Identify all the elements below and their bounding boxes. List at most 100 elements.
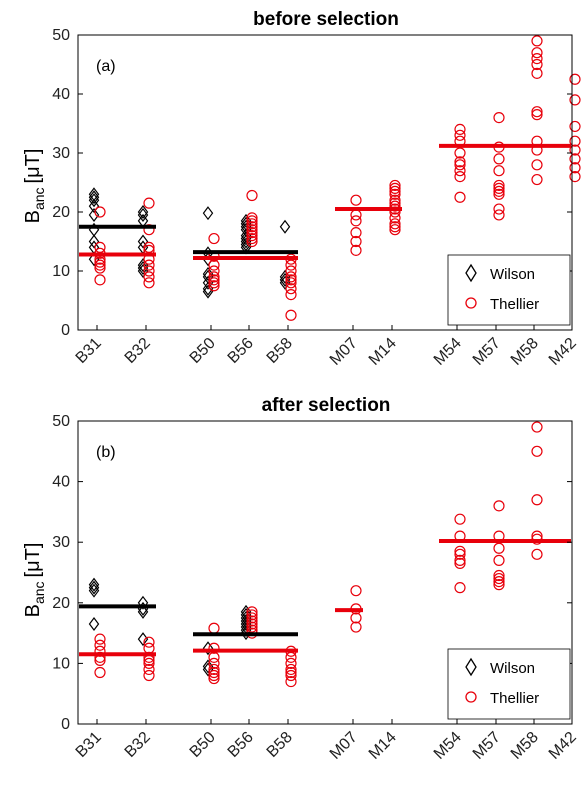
thellier-point	[246, 221, 258, 233]
thellier-point	[454, 545, 466, 557]
thellier-point	[208, 232, 220, 245]
y-tick-label: 50	[52, 27, 70, 44]
thellier-point	[493, 575, 505, 588]
thellier-point	[389, 182, 401, 194]
thellier-point	[454, 513, 466, 525]
thellier-point	[493, 569, 505, 582]
y-tick-label: 20	[52, 204, 70, 221]
thellier-point	[246, 612, 258, 624]
y-tick-label: 10	[52, 263, 70, 280]
thellier-point	[454, 129, 466, 141]
thellier-point	[285, 283, 297, 295]
thellier-point	[493, 209, 505, 221]
thellier-point	[143, 197, 155, 209]
thellier-point	[350, 194, 362, 206]
thellier-point	[454, 548, 466, 560]
thellier-point	[531, 67, 543, 79]
wilson-point	[88, 577, 100, 592]
thellier-point	[208, 663, 220, 676]
thellier-point	[285, 666, 297, 679]
thellier-point	[454, 171, 466, 183]
thellier-point	[454, 156, 466, 168]
thellier-point	[531, 109, 543, 121]
thellier-point	[389, 179, 401, 192]
thellier-point	[285, 259, 297, 271]
thellier-point	[208, 642, 220, 654]
wilson-point	[137, 205, 149, 219]
thellier-point	[208, 672, 220, 685]
thellier-point	[208, 265, 220, 277]
y-axis-label-unit: [μT]	[22, 149, 44, 184]
thellier-point	[285, 271, 297, 283]
thellier-point	[94, 639, 106, 651]
plot-marks	[79, 35, 581, 321]
legend-entry-wilson: Wilson	[490, 660, 535, 677]
wilson-point	[279, 219, 291, 234]
thellier-point	[531, 52, 543, 65]
wilson-point	[137, 595, 149, 610]
thellier-point	[454, 557, 466, 570]
thellier-point	[493, 165, 505, 177]
thellier-point	[493, 542, 505, 554]
thellier-point	[285, 309, 297, 321]
y-axis-label-main: B	[22, 604, 44, 617]
thellier-point	[94, 666, 106, 679]
thellier-point	[285, 663, 297, 676]
thellier-point	[493, 182, 505, 194]
thellier-point	[94, 206, 106, 218]
thellier-point	[389, 185, 401, 197]
legend-diamond-icon	[465, 657, 477, 677]
thellier-point	[389, 188, 401, 200]
thellier-point	[454, 165, 466, 177]
thellier-point	[569, 73, 581, 85]
thellier-point	[569, 144, 581, 156]
thellier-point	[493, 153, 505, 165]
thellier-point	[94, 259, 106, 271]
panel-label: (a)	[96, 58, 116, 75]
y-tick-label: 30	[52, 534, 70, 551]
wilson-point	[137, 604, 149, 619]
thellier-point	[285, 657, 297, 670]
y-axis-label-main: B	[22, 210, 44, 223]
wilson-point	[240, 213, 252, 228]
thellier-point	[285, 277, 297, 289]
wilson-point	[202, 206, 214, 221]
legend-circle-icon	[465, 297, 477, 309]
thellier-point	[143, 259, 155, 271]
thellier-point	[208, 669, 220, 682]
wilson-point	[88, 580, 100, 595]
wilson-point	[279, 272, 291, 287]
y-axis-label-unit: [μT]	[22, 543, 44, 578]
thellier-point	[569, 162, 581, 174]
thellier-point	[569, 94, 581, 106]
wilson-point	[88, 207, 100, 222]
thellier-point	[389, 212, 401, 224]
thellier-point	[285, 669, 297, 682]
thellier-point	[454, 582, 466, 594]
wilson-point	[88, 234, 100, 249]
thellier-point	[350, 227, 362, 239]
thellier-point	[143, 636, 155, 648]
thellier-point	[454, 147, 466, 159]
thellier-point	[350, 612, 362, 624]
plot-area-border	[77, 420, 573, 725]
thellier-point	[569, 153, 581, 165]
thellier-point	[246, 189, 258, 202]
thellier-point	[569, 120, 581, 133]
thellier-point	[454, 554, 466, 566]
legend-entry-thellier: Thellier	[490, 296, 539, 313]
wilson-point	[202, 641, 214, 656]
thellier-point	[493, 579, 505, 591]
thellier-point	[493, 500, 505, 512]
wilson-point	[88, 199, 100, 214]
legend-circle-icon	[465, 691, 477, 703]
thellier-point	[246, 615, 258, 627]
thellier-point	[246, 235, 258, 248]
thellier-point	[569, 171, 581, 183]
thellier-point	[143, 663, 155, 676]
thellier-point	[493, 554, 505, 566]
thellier-point	[350, 621, 362, 633]
thellier-point	[246, 215, 258, 227]
thellier-point	[246, 227, 258, 239]
thellier-point	[531, 58, 543, 71]
